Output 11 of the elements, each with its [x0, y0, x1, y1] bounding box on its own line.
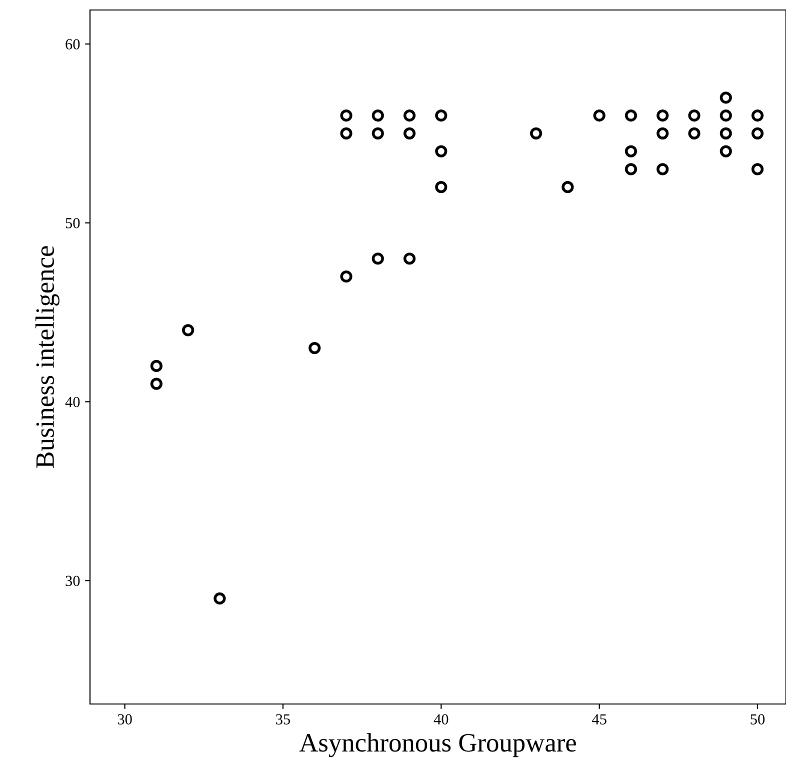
y-axis-title: Business intelligence — [35, 246, 60, 468]
x-tick-label: 30 — [118, 714, 132, 724]
x-tick-label: 40 — [434, 714, 448, 724]
y-tick-label: 30 — [66, 576, 80, 586]
x-tick-label: 50 — [750, 714, 765, 724]
x-axis-title: Asynchronous Groupware — [299, 733, 576, 758]
x-tick-label: 45 — [592, 714, 606, 724]
y-tick-label: 60 — [66, 39, 80, 50]
y-tick-label: 40 — [65, 396, 80, 408]
y-tick-label: 50 — [66, 218, 80, 228]
x-tick-label: 35 — [276, 714, 290, 724]
